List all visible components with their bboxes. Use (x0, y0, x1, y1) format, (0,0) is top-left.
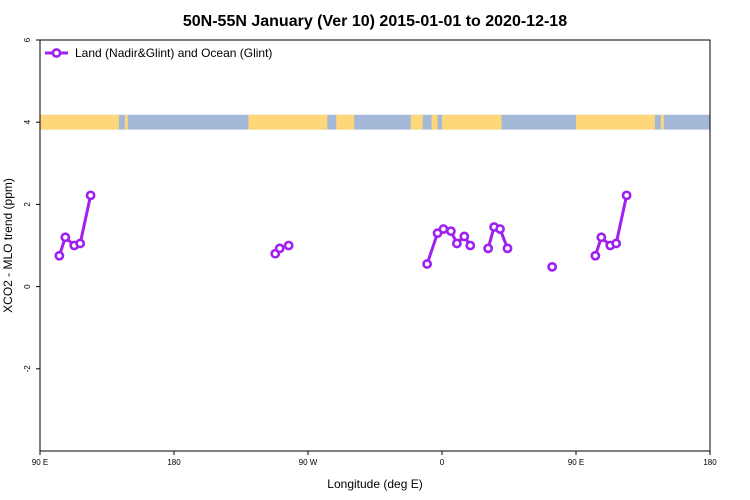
x-tick-label: 180 (703, 458, 717, 467)
x-tick-label: 90 E (568, 458, 584, 467)
ocean-band (40, 114, 710, 130)
data-point (54, 250, 65, 261)
data-point (495, 224, 505, 234)
land-segment (576, 114, 655, 130)
legend-marker (51, 48, 62, 58)
y-tick-label: 0 (23, 284, 32, 289)
y-tick-label: -2 (23, 365, 32, 373)
data-point (465, 240, 476, 251)
x-tick-label: 180 (167, 458, 181, 467)
data-point (60, 232, 71, 243)
data-point (85, 190, 96, 201)
data-point (75, 238, 86, 249)
y-axis-label: XCO2 - MLO trend (ppm) (1, 178, 15, 313)
x-tick-label: 90 E (32, 458, 48, 467)
legend: Land (Nadir&Glint) and Ocean (Glint) (45, 46, 272, 60)
data-point (459, 231, 470, 242)
y-tick-label: 6 (23, 37, 32, 42)
x-tick-label: 0 (440, 458, 445, 467)
chart-title: 50N-55N January (Ver 10) 2015-01-01 to 2… (183, 13, 567, 30)
land-segment (442, 114, 502, 130)
land-ocean-mask (40, 114, 710, 130)
land-segment (40, 114, 119, 130)
data-point (596, 232, 607, 243)
x-axis-label: Longitude (deg E) (327, 477, 422, 491)
x-axis: 90 E 180 90 W 0 90 E 180 (32, 451, 717, 467)
data-point (451, 238, 462, 249)
data-point (611, 238, 622, 249)
data-point (621, 190, 632, 201)
series-layer (54, 190, 632, 272)
land-segment (336, 114, 355, 130)
data-point (547, 261, 558, 272)
data-point (446, 226, 456, 237)
land-segment (124, 114, 128, 130)
data-point (274, 243, 285, 254)
land-segment (431, 114, 438, 130)
data-point (590, 250, 601, 261)
y-tick-label: 4 (23, 119, 32, 124)
x-tick-label: 90 W (299, 458, 318, 467)
legend-label: Land (Nadir&Glint) and Ocean (Glint) (75, 46, 272, 60)
y-axis: -2 0 2 4 6 (23, 37, 40, 372)
data-point (483, 243, 494, 254)
data-point (502, 243, 513, 254)
y-tick-label: 2 (23, 202, 32, 207)
data-point (422, 259, 433, 269)
data-point (283, 240, 294, 251)
land-segment (660, 114, 664, 130)
data-point (438, 224, 449, 234)
land-segment (248, 114, 328, 130)
plot-frame (39, 39, 711, 452)
land-segment (410, 114, 423, 130)
